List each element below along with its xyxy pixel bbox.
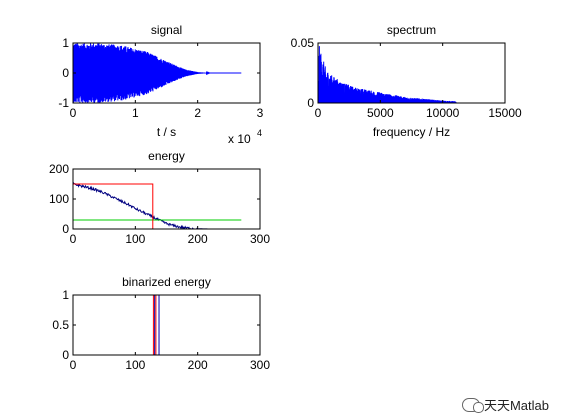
x-tick-label: 100 [125, 358, 145, 372]
series-line [73, 43, 242, 103]
x-tick-label: 15000 [488, 106, 522, 120]
x-tick-label: 200 [188, 232, 208, 246]
watermark-text: 天天Matlab [483, 398, 549, 413]
plot-area [72, 294, 261, 356]
x-tick-label: 200 [188, 358, 208, 372]
x-tick-label: 5000 [367, 106, 394, 120]
plot-content [73, 182, 242, 229]
chart-binarized-energy: 0 100 200 300 0 0.5 1 binarized energy [52, 275, 270, 372]
chart-title: spectrum [387, 23, 436, 37]
x-tick-label: 300 [250, 232, 270, 246]
x-tick-label: 2 [194, 106, 201, 120]
chart-energy: 0 100 200 300 0 100 200 energy [49, 149, 270, 246]
y-tick-label: 0.5 [52, 318, 69, 332]
y-tick-label: 200 [49, 162, 69, 176]
chart-spectrum: 0 5000 10000 15000 0 0.05 spectrum frequency / … [291, 23, 522, 139]
x-tick-label: 0 [70, 358, 77, 372]
y-tick-label: 0.05 [291, 36, 315, 50]
chart-title: signal [151, 23, 182, 37]
y-tick-label: 0 [62, 66, 69, 80]
y-tick-label: 100 [49, 192, 69, 206]
y-tick-label: 0 [62, 222, 69, 236]
x-axis-label: frequency / Hz [373, 125, 450, 139]
y-tick-label: 0 [62, 348, 69, 362]
x-tick-label: 0 [70, 106, 77, 120]
y-tick-label: 1 [62, 36, 69, 50]
x-axis-label: t / s [157, 125, 176, 139]
chart-title: energy [148, 149, 185, 163]
x-tick-label: 0 [70, 232, 77, 246]
wechat-icon [461, 397, 484, 413]
chart-title: binarized energy [122, 275, 211, 289]
x-tick-label: 0 [315, 106, 322, 120]
plot-content [73, 43, 242, 103]
series-line [73, 183, 154, 229]
x-tick-label: 3 [257, 106, 264, 120]
x-tick-label: 100 [125, 232, 145, 246]
plot-area [72, 168, 261, 230]
y-tick-label: -1 [58, 96, 69, 110]
y-tick-label: 1 [62, 288, 69, 302]
x-tick-label: 1 [132, 106, 139, 120]
x-exponent-label: x 10 [228, 132, 251, 146]
watermark: 天天Matlab [461, 395, 549, 414]
plot-border [317, 42, 506, 104]
y-tick-label: 0 [307, 96, 314, 110]
x-tick-label: 300 [250, 358, 270, 372]
x-exponent-power: 4 [257, 128, 262, 138]
x-tick-label: 10000 [426, 106, 460, 120]
series-line [73, 182, 242, 229]
